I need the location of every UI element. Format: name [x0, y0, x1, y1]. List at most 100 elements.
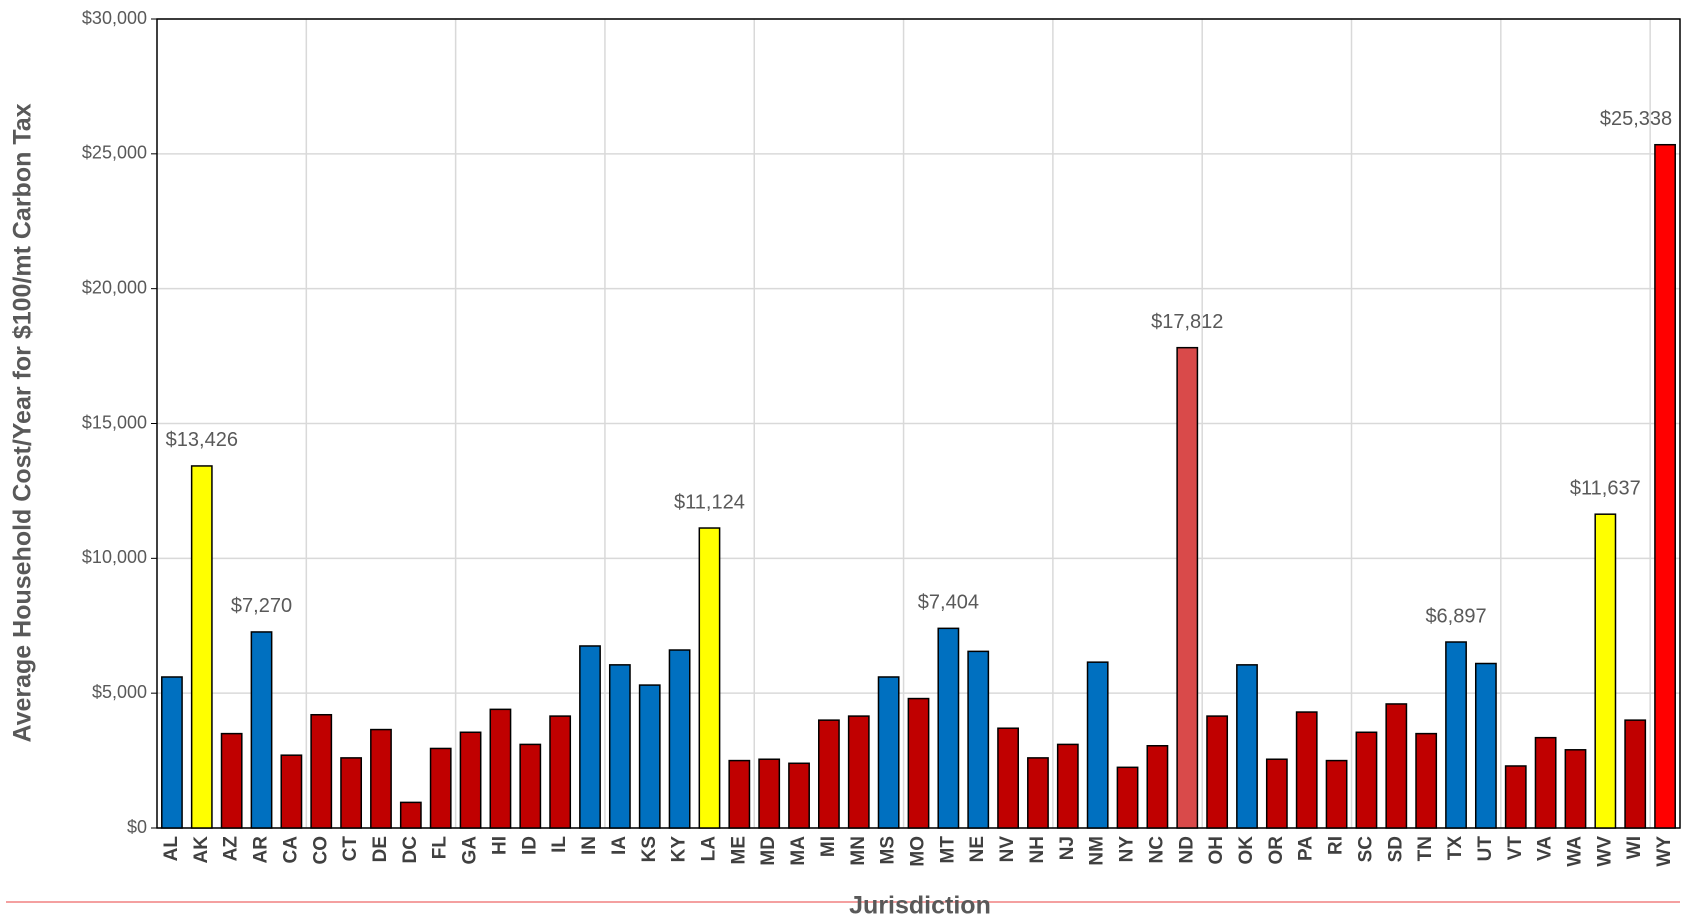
x-tick-label: NV	[997, 836, 1018, 863]
y-tick-label: $15,000	[82, 412, 147, 432]
x-tick-label: ME	[728, 836, 749, 865]
x-tick-label: WV	[1594, 836, 1615, 867]
bar	[967, 650, 990, 829]
x-tick-label: NH	[1027, 836, 1048, 863]
x-tick-label: OR	[1266, 836, 1287, 865]
x-tick-label: MI	[818, 836, 839, 857]
bar	[1594, 513, 1617, 829]
x-axis-title: Jurisdiction	[849, 892, 991, 919]
bar	[1027, 757, 1049, 829]
y-tick-label: $25,000	[82, 143, 147, 163]
bar	[997, 727, 1019, 829]
x-tick-label: VT	[1505, 836, 1526, 861]
bar	[1534, 736, 1557, 829]
x-tick-label: DC	[400, 836, 421, 864]
value-label: $11,124	[674, 491, 745, 513]
bar	[877, 676, 900, 829]
bar	[340, 757, 363, 829]
bar	[1415, 732, 1438, 829]
x-tick-label: SC	[1355, 836, 1376, 863]
x-tick-label: MA	[788, 836, 809, 866]
bar	[1474, 662, 1497, 829]
bar	[1295, 711, 1318, 829]
bar	[1355, 731, 1378, 829]
x-tick-label: MO	[908, 836, 929, 867]
x-tick-label: NY	[1117, 836, 1138, 863]
x-tick-label: AR	[251, 836, 272, 864]
bar	[459, 731, 482, 829]
bar	[818, 719, 840, 829]
x-tick-label: LA	[698, 836, 719, 862]
value-label: $6,897	[1425, 605, 1486, 627]
x-tick-label: NC	[1146, 836, 1167, 864]
x-tick-label: AK	[191, 836, 212, 864]
x-tick-label: ND	[1176, 836, 1197, 863]
x-tick-label: OH	[1206, 836, 1227, 865]
bar	[1325, 759, 1348, 829]
bar	[1654, 143, 1676, 829]
bar	[1176, 346, 1199, 829]
y-tick-label: $0	[127, 817, 147, 837]
bar	[907, 697, 930, 829]
y-axis-title: Average Household Cost/Year for $100/mt …	[9, 103, 37, 742]
bar	[1265, 758, 1288, 829]
bar	[1445, 641, 1467, 829]
x-tick-label: IN	[579, 836, 600, 855]
x-tick-label: WI	[1624, 836, 1645, 859]
bar	[429, 747, 452, 829]
x-tick-label: SD	[1385, 836, 1406, 862]
x-tick-label: VA	[1535, 836, 1556, 861]
bar	[579, 645, 601, 829]
value-label: $7,404	[918, 592, 979, 614]
value-label: $25,338	[1600, 108, 1672, 130]
y-tick-label: $10,000	[82, 547, 147, 567]
bar	[1624, 719, 1647, 829]
x-tick-label: CA	[280, 836, 301, 864]
bar	[698, 527, 721, 829]
bar	[399, 801, 422, 829]
bar	[608, 664, 631, 829]
x-tick-label: MN	[848, 836, 869, 866]
x-tick-label: DE	[370, 836, 391, 862]
bar	[1564, 749, 1587, 829]
x-tick-label: PA	[1296, 836, 1317, 861]
value-label: $7,270	[231, 595, 292, 617]
x-tick-label: UT	[1475, 836, 1496, 862]
x-tick-label: TX	[1445, 836, 1466, 861]
bar	[370, 728, 392, 829]
x-tick-label: AL	[161, 836, 182, 862]
bar	[161, 676, 183, 829]
bar	[489, 708, 512, 829]
x-tick-label: WA	[1564, 836, 1585, 867]
x-tick-label: WY	[1654, 836, 1675, 867]
x-tick-label: NM	[1087, 836, 1108, 866]
value-label: $11,637	[1570, 477, 1641, 499]
bar	[220, 732, 243, 829]
value-label: $17,812	[1151, 311, 1223, 333]
bar	[758, 758, 781, 829]
bar	[1206, 715, 1229, 829]
x-tick-label: CT	[340, 836, 361, 862]
y-tick-label: $20,000	[82, 277, 147, 297]
x-tick-label: HI	[489, 836, 510, 855]
x-tick-label: MD	[758, 836, 779, 866]
value-label: $13,426	[166, 429, 238, 451]
x-tick-label: GA	[460, 836, 481, 865]
x-tick-label: NJ	[1057, 836, 1078, 860]
bar	[937, 627, 960, 829]
bar	[250, 631, 273, 829]
bar	[190, 465, 213, 829]
y-tick-label: $30,000	[82, 8, 147, 28]
bar	[1146, 745, 1169, 829]
x-tick-label: OK	[1236, 836, 1257, 865]
bar	[1236, 664, 1258, 829]
x-tick-label: IA	[609, 836, 630, 855]
bar	[280, 754, 303, 829]
bar	[728, 759, 751, 829]
x-tick-label: KS	[639, 836, 660, 862]
x-tick-label: NE	[967, 836, 988, 862]
bar	[1385, 703, 1408, 829]
bar	[788, 762, 810, 829]
